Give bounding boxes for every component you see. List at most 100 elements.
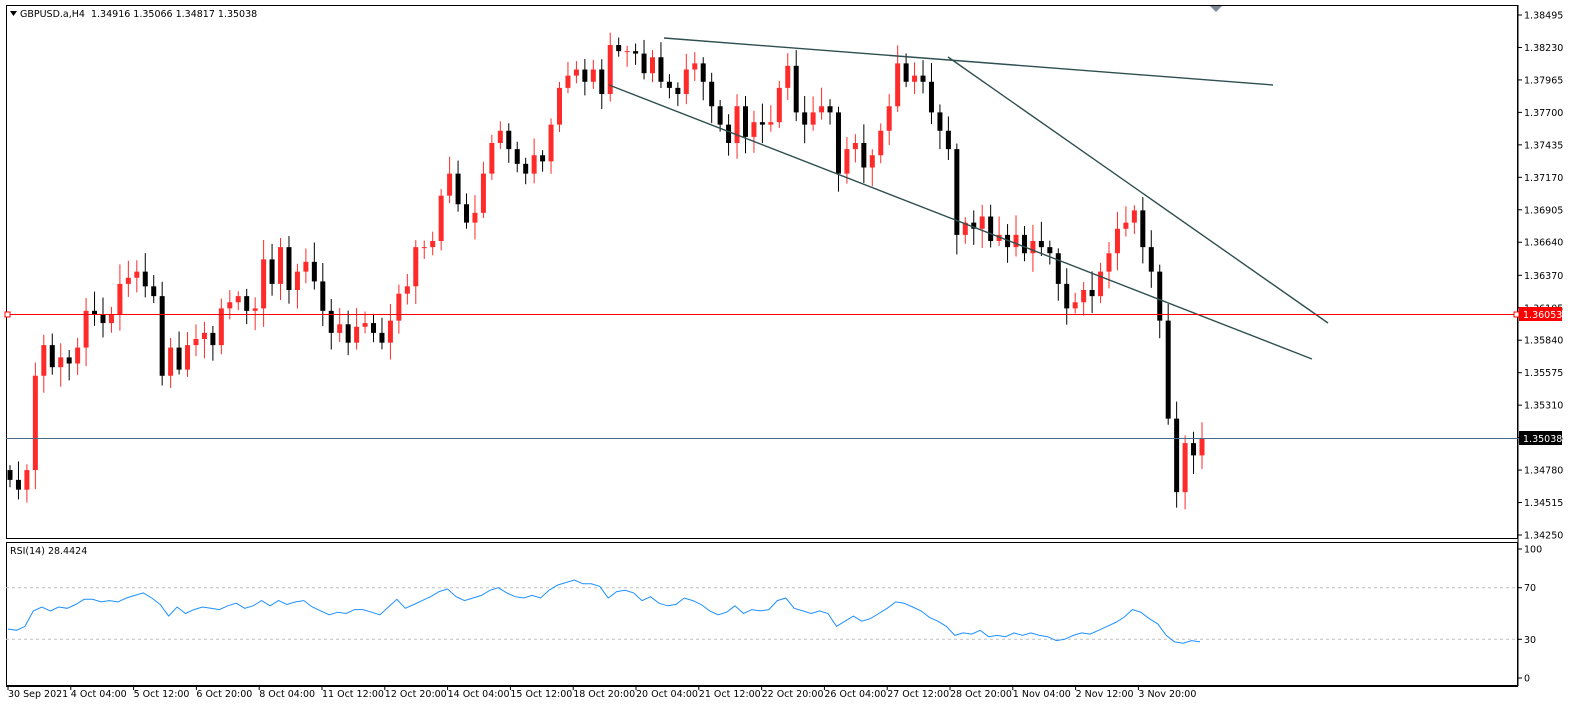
horizontal-line-red-handle-right[interactable] [1513,311,1520,318]
candle-body [700,63,706,82]
rsi-info-line: RSI(14) 28.4424 [10,546,87,557]
price-tick-label: 1.37435 [1524,140,1563,151]
candle-body [49,345,55,368]
candle-body [1089,290,1095,297]
candles [7,32,1205,510]
trendline-channel-lower[interactable] [608,84,1313,360]
symbol-dropdown-icon[interactable] [10,11,17,16]
candle-body [1199,438,1205,456]
candle-body [1098,271,1104,297]
candle-body [861,143,867,168]
candle-body [464,204,470,223]
time-tick-label: 6 Oct 20:00 [196,689,252,700]
candle-body [193,339,199,346]
candle-body [1064,283,1070,309]
candle-body [548,124,554,162]
candle-body [168,347,174,376]
time-tick-label: 1 Nov 04:00 [1013,689,1071,700]
candle-body [278,247,284,284]
candle-body [354,326,360,343]
candle-body [590,69,596,82]
candle-body [1030,241,1036,254]
candle-body [506,130,512,150]
candle-body [134,271,140,278]
candle-body [396,293,402,321]
price-tick-label: 1.35575 [1524,368,1563,379]
trendlines[interactable] [608,37,1329,360]
candle-body [125,277,131,284]
price-tick-label: 1.36370 [1524,271,1563,282]
candle-body [75,347,81,364]
candle-body [227,302,233,309]
trendline-upper-resistance[interactable] [663,37,1274,86]
horizontal-line-red-handle[interactable] [4,311,11,318]
candle-body [954,149,960,235]
candle-body [286,247,292,291]
red-level-tag: 1.36053 [1519,307,1562,321]
candle-body [1140,210,1146,248]
candle-body [92,310,98,315]
time-tick-label: 30 Sep 2021 [8,689,68,700]
price-axis-bg [1518,5,1586,686]
rsi-levels: 100 70 30 0 [6,545,1542,685]
candle-body [886,106,892,131]
candle-body [108,314,114,324]
candle-body [430,241,436,248]
candle-body [802,112,808,125]
candle-body [692,63,698,70]
price-tick-label: 1.34250 [1524,531,1563,542]
candle-body [835,112,841,174]
candle-body [497,130,503,144]
candle-body [827,106,833,113]
symbol-info-line: GBPUSD.a,H4 1.34916 1.35066 1.34817 1.35… [20,9,257,20]
price-tick-label: 1.37700 [1524,108,1563,119]
candle-body [819,106,825,113]
time-tick-label: 27 Oct 12:00 [887,689,949,700]
candle-body [633,51,639,54]
rsi-series-line [7,579,1201,644]
candle-body [1174,418,1180,493]
trendline-steep-descending[interactable] [947,56,1329,324]
candle-body [1191,443,1197,456]
candle-body [1106,253,1112,272]
candle-body [1038,241,1044,248]
price-tick-label: 1.37170 [1524,173,1563,184]
candle-body [895,63,901,107]
candle-body [303,261,309,272]
candle-body [269,259,275,284]
candle-body [244,296,250,311]
candle-body [658,57,664,82]
candle-body [742,106,748,137]
candle-body [624,51,630,53]
candle-body [320,281,326,311]
time-tick-label: 14 Oct 04:00 [448,689,510,700]
candle-body [582,69,588,82]
candle-body [666,81,672,88]
time-tick-label: 3 Nov 20:00 [1138,689,1196,700]
price-tick-label: 1.38230 [1524,43,1563,54]
candle-body [142,271,148,287]
candle-body [66,357,72,364]
candle-body [1013,234,1019,248]
price-tick-label: 1.38495 [1524,11,1563,22]
candle-body [1131,210,1137,223]
candle-body [294,271,300,291]
candle-body [15,479,21,490]
candle-body [235,296,241,303]
price-tick-label: 1.36905 [1524,205,1563,216]
candle-body [903,63,909,82]
chart-shift-marker-icon[interactable] [1210,6,1222,12]
candle-body [1123,222,1129,229]
candle-body [996,234,1002,242]
rsi-tick-label: 70 [1524,583,1536,594]
candle-body [734,106,740,144]
time-tick-label: 5 Oct 12:00 [134,689,190,700]
rsi-tick-label: 30 [1524,635,1536,646]
candle-body [514,149,520,164]
candle-body [252,308,258,311]
candle-body [1148,247,1154,272]
time-tick-label: 20 Oct 04:00 [636,689,698,700]
candle-body [776,87,782,123]
